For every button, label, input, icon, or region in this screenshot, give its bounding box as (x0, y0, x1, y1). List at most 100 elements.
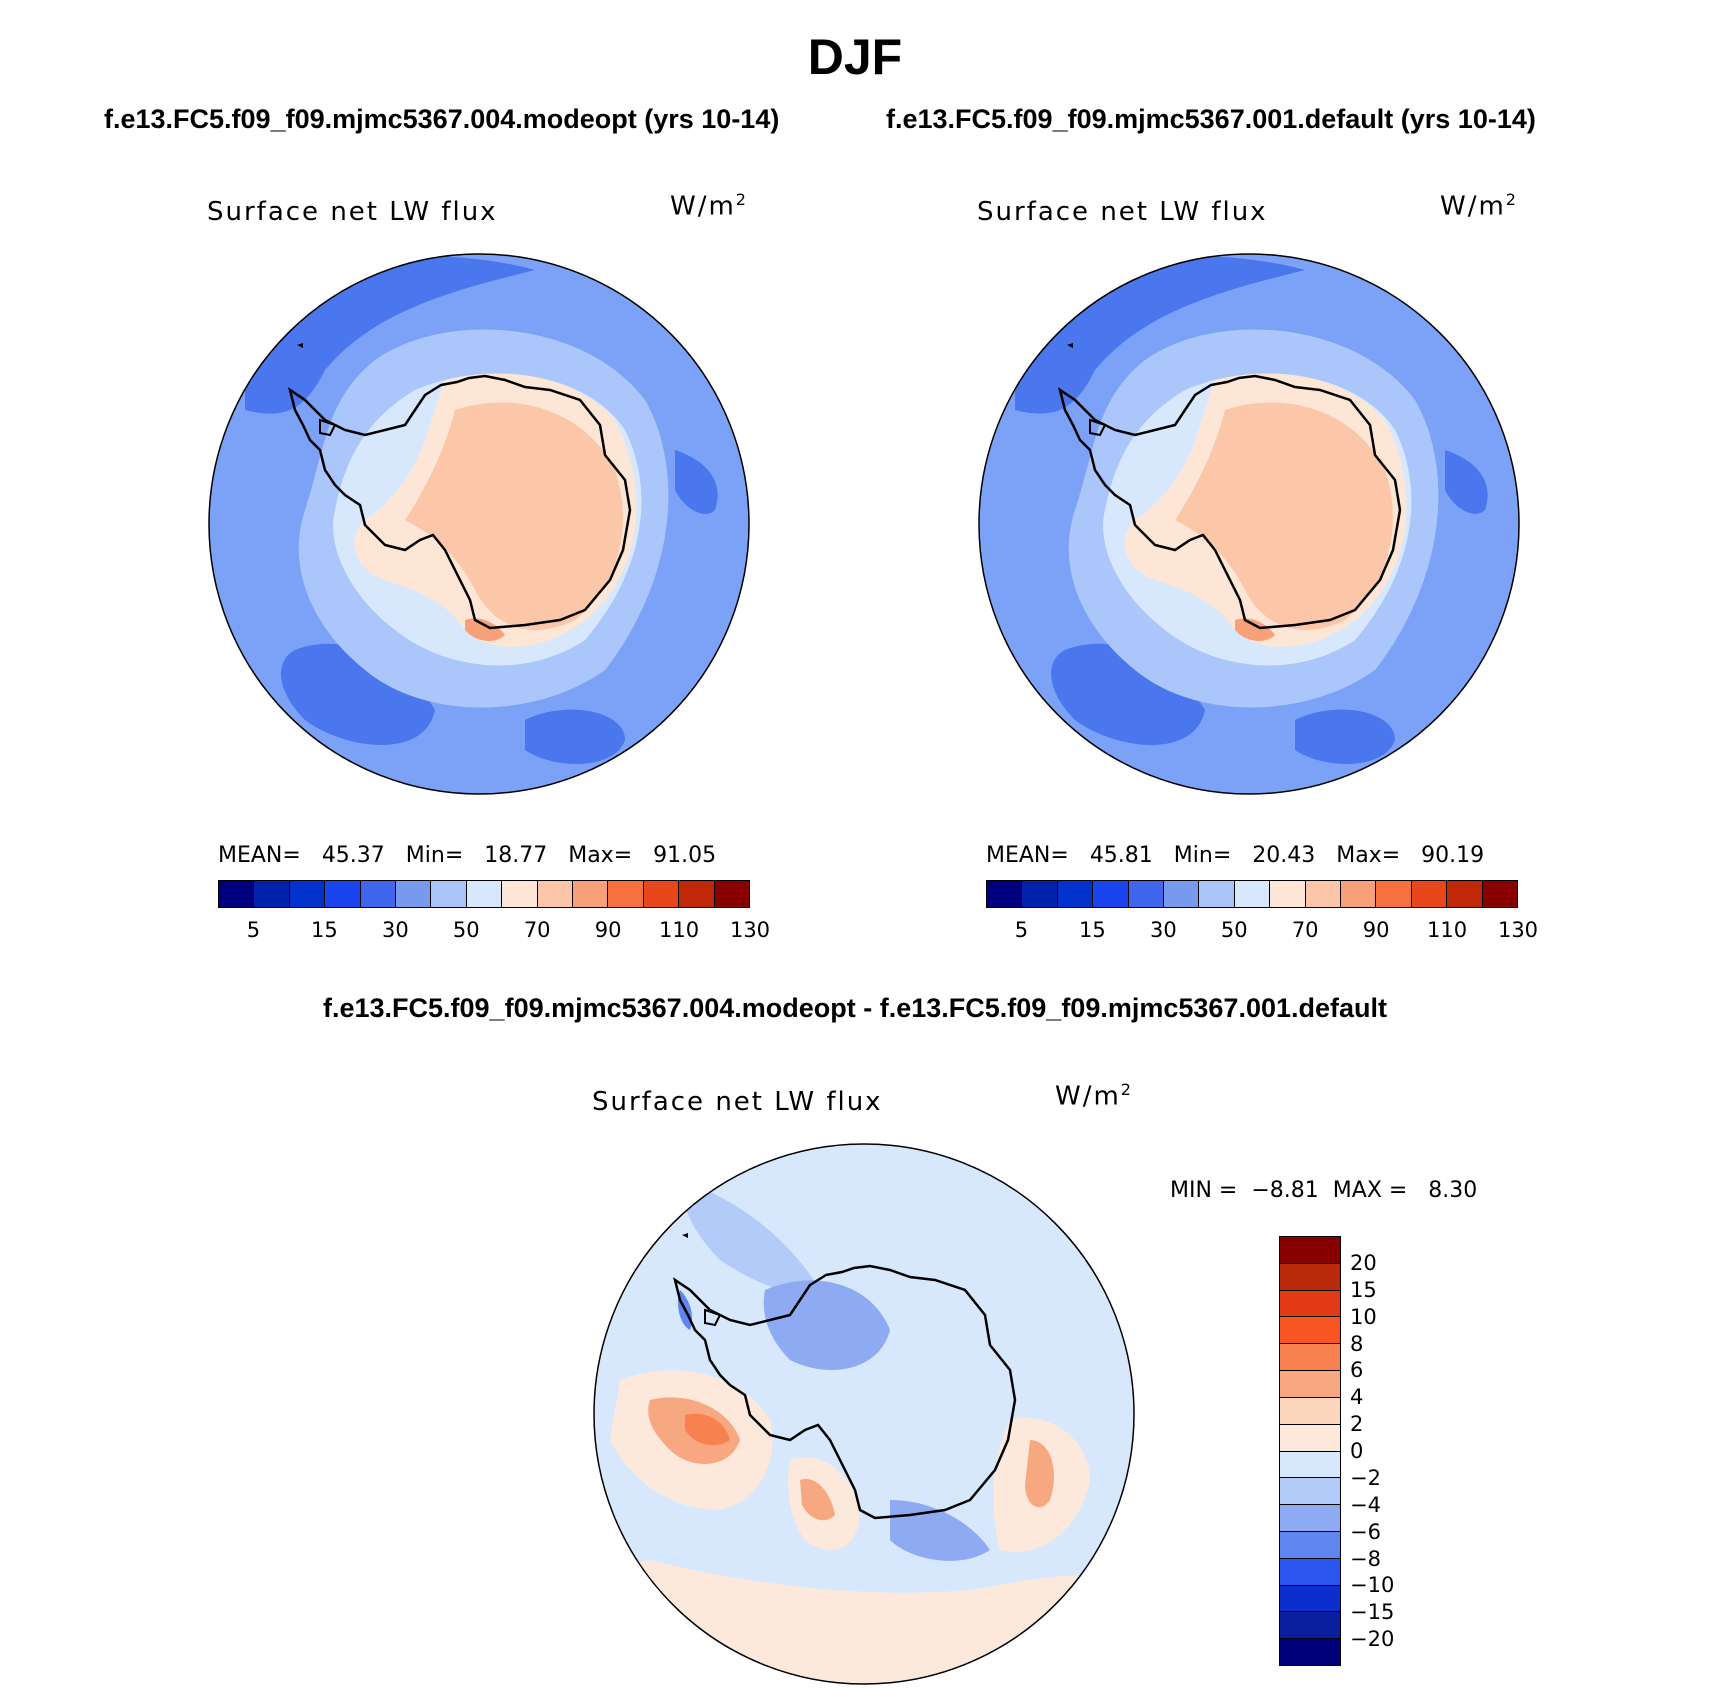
colorbar-swatch (1280, 1639, 1340, 1665)
panel-b-units: W/m2 (1440, 190, 1518, 222)
diff-colorbar (1279, 1236, 1341, 1666)
colorbar-swatch (643, 881, 680, 907)
colorbar-swatch (1270, 881, 1306, 907)
panel-b-colorbar (986, 880, 1518, 908)
colorbar-swatch (289, 881, 326, 907)
coastline-detail (1067, 343, 1073, 348)
colorbar-swatch (1280, 1397, 1340, 1425)
colorbar-tick-label: 90 (594, 918, 622, 942)
diff-positive-region (685, 1413, 730, 1446)
ocean-low-region (1445, 450, 1488, 514)
map-boundary (978, 253, 1520, 795)
coastline-detail (682, 1233, 688, 1238)
colorbar-tick-label: −6 (1350, 1519, 1381, 1544)
colorbar-swatch (1447, 881, 1483, 907)
colorbar-swatch (1482, 881, 1518, 907)
panel-b-title: Surface net LW flux (977, 197, 1268, 227)
colorbar-swatch (396, 881, 432, 907)
colorbar-swatch (1280, 1451, 1340, 1479)
colorbar-tick-label: 90 (1362, 918, 1390, 942)
diff-colorbar-ticks: 20 15 10 8 6 4 2 0 −2 −4 −6 −8 −10 −15 −20 (1350, 1236, 1430, 1666)
panel-b-colorbar-ticks: 5 15 30 50 70 90 110 130 (986, 918, 1538, 948)
colorbar-swatch (1057, 881, 1094, 907)
case-a-label: f.e13.FC5.f09_f09.mjmc5367.004.modeopt (… (104, 104, 780, 134)
ice-shelf-warm-spot (1235, 618, 1275, 642)
diff-label: f.e13.FC5.f09_f09.mjmc5367.004.modeopt -… (322, 993, 1387, 1023)
colorbar-tick-label: 15 (1079, 918, 1106, 942)
colorbar-tick-label: 5 (246, 918, 261, 942)
antarctica-coastline (288, 374, 632, 630)
colorbar-tick-label: 5 (1014, 918, 1029, 942)
colorbar-swatch (1280, 1585, 1340, 1613)
diff-panel-title: Surface net LW flux (592, 1087, 883, 1117)
land-warm-field (1175, 402, 1393, 630)
colorbar-swatch (608, 881, 644, 907)
coastline-detail (297, 343, 303, 348)
colorbar-swatch (1280, 1263, 1340, 1291)
colorbar-tick-label: 50 (1220, 918, 1248, 942)
diff-panel-units: W/m2 (1055, 1080, 1133, 1112)
ocean-low-region (675, 450, 718, 514)
colorbar-swatch (502, 881, 538, 907)
coastline-detail (1089, 418, 1107, 437)
coastline-detail (319, 418, 337, 437)
panel-a-units: W/m2 (670, 190, 748, 222)
colorbar-swatch (1280, 1558, 1340, 1586)
panel-a-title: Surface net LW flux (207, 197, 498, 227)
colorbar-swatch (1128, 881, 1165, 907)
colorbar-tick-label: −10 (1350, 1573, 1395, 1598)
colorbar-swatch (1341, 881, 1377, 907)
colorbar-tick-label: 110 (659, 918, 700, 942)
ocean-low-region (525, 709, 625, 764)
diff-positive-region (1025, 1440, 1054, 1508)
colorbar-swatch (1280, 1290, 1340, 1318)
colorbar-tick-label: 8 (1350, 1331, 1364, 1356)
panel-a-colorbar-ticks: 5 15 30 50 70 90 110 130 (218, 918, 770, 948)
colorbar-tick-label: 20 (1350, 1250, 1377, 1275)
map-boundary (208, 253, 750, 795)
colorbar-swatch (1411, 881, 1448, 907)
colorbar-swatch (325, 881, 361, 907)
colorbar-swatch (431, 881, 467, 907)
colorbar-tick-label: 2 (1350, 1412, 1364, 1437)
colorbar-tick-label: 30 (1149, 918, 1177, 942)
diff-positive-region (800, 1479, 835, 1521)
colorbar-swatch (1280, 1531, 1340, 1559)
panel-a-map (208, 253, 750, 795)
colorbar-tick-label: −4 (1350, 1492, 1381, 1517)
colorbar-swatch (1280, 1371, 1340, 1398)
colorbar-swatch (679, 881, 715, 907)
colorbar-swatch (1280, 1237, 1340, 1264)
colorbar-tick-label: 110 (1427, 918, 1468, 942)
colorbar-swatch (573, 881, 609, 907)
colorbar-swatch (1376, 881, 1412, 907)
colorbar-swatch (1305, 881, 1342, 907)
colorbar-swatch (254, 881, 290, 907)
colorbar-tick-label: 6 (1350, 1358, 1364, 1383)
colorbar-swatch (1093, 881, 1129, 907)
colorbar-tick-label: 30 (381, 918, 409, 942)
panel-b-stats: MEAN= 45.81 Min= 20.43 Max= 90.19 (986, 843, 1485, 868)
colorbar-swatch (1164, 881, 1200, 907)
colorbar-swatch (537, 881, 574, 907)
antarctica-coastline (673, 1264, 1017, 1520)
colorbar-tick-label: 70 (1291, 918, 1319, 942)
land-warm-field (405, 402, 623, 630)
ice-shelf-warm-spot (465, 618, 505, 642)
diff-panel-map (593, 1143, 1135, 1685)
colorbar-swatch (714, 881, 750, 907)
ocean-low-region (1295, 709, 1395, 764)
colorbar-tick-label: 130 (1497, 918, 1539, 942)
colorbar-tick-label: −8 (1350, 1546, 1381, 1571)
colorbar-swatch (1234, 881, 1271, 907)
colorbar-tick-label: 15 (1350, 1277, 1377, 1302)
colorbar-swatch (1280, 1344, 1340, 1372)
panel-b-map (978, 253, 1520, 795)
coastline-detail (704, 1308, 722, 1327)
colorbar-swatch (1280, 1612, 1340, 1640)
diff-negative-region (680, 1180, 820, 1293)
colorbar-tick-label: −20 (1350, 1627, 1395, 1652)
colorbar-swatch (1280, 1317, 1340, 1345)
antarctica-coastline (1058, 374, 1402, 630)
colorbar-swatch (1280, 1505, 1340, 1532)
